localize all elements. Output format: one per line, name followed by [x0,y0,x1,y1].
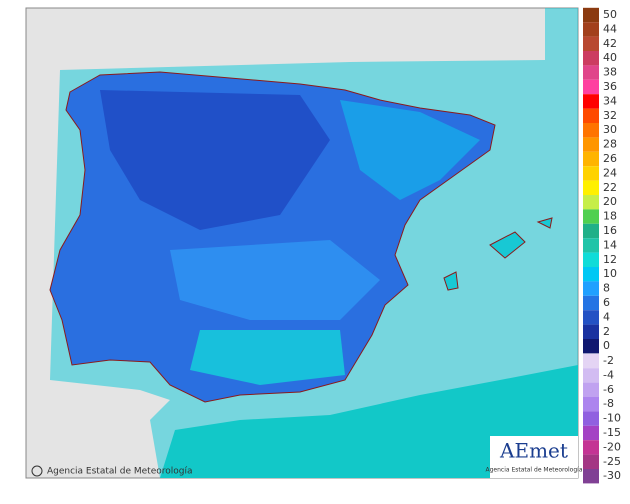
legend-swatch [583,166,599,181]
legend-label: 42 [603,37,617,50]
legend-swatch [583,180,599,195]
legend-swatch [583,238,599,253]
legend-swatch [583,353,599,369]
legend-swatch [583,397,599,412]
legend-label: -15 [603,426,621,439]
legend-label: 8 [603,282,610,295]
legend-swatch [583,382,599,397]
legend-label: 18 [603,210,617,223]
legend-swatch [583,469,599,484]
cold-north [100,90,330,230]
logo-box [490,436,578,478]
legend-swatch [583,195,599,210]
legend-swatch [583,51,599,66]
legend-label: 2 [603,325,610,338]
legend-label: -30 [603,469,621,482]
legend-swatch [583,223,599,239]
legend-label: 4 [603,310,610,323]
legend-label: -4 [603,368,614,381]
legend-swatch [583,252,599,267]
legend-swatch [583,295,599,311]
legend-swatch [583,324,599,339]
ibiza [443,271,459,291]
legend-label: -20 [603,440,621,453]
legend-swatch [583,65,599,80]
legend-label: 22 [603,181,617,194]
logo-name: AEmet [499,439,568,463]
legend-label: -25 [603,455,621,468]
legend-swatch [583,425,599,441]
legend-label: 36 [603,80,617,93]
legend-swatch [583,411,599,426]
legend-swatch [583,79,599,95]
legend-label: -8 [603,397,614,410]
legend-label: 30 [603,123,617,136]
legend-swatch [583,7,599,23]
legend-label: 12 [603,253,617,266]
legend-swatch [583,209,599,224]
legend-swatch [583,339,599,354]
legend-swatch [583,108,599,123]
south-band [190,330,345,385]
legend-label: -2 [603,354,614,367]
legend-swatch [583,137,599,152]
mallorca [489,231,526,259]
legend-label: 40 [603,51,617,64]
legend-swatch [583,22,599,37]
logo-subtitle: Agencia Estatal de Meteorología [486,467,583,474]
legend: 5044424038363432302826242220181614121086… [583,7,621,484]
legend-label: 6 [603,296,610,309]
legend-label: -6 [603,383,614,396]
legend-label: 44 [603,22,617,35]
africa-field [160,365,578,478]
legend-label: 50 [603,8,617,21]
legend-label: 32 [603,109,617,122]
menorca [536,217,553,229]
legend-swatch [583,440,599,455]
legend-label: 20 [603,195,617,208]
legend-label: 24 [603,166,617,179]
footer-credit: Agencia Estatal de Meteorología [47,467,193,477]
legend-label: 10 [603,267,617,280]
legend-swatch [583,94,599,109]
copyright-icon [31,465,43,477]
legend-swatch [583,454,599,469]
legend-swatch [583,281,599,296]
ebro-area [340,100,480,200]
legend-swatch [583,310,599,325]
legend-label: -10 [603,412,621,425]
legend-label: 38 [603,66,617,79]
legend-swatch [583,267,599,282]
warm-center [170,240,380,320]
legend-label: 34 [603,94,617,107]
legend-label: 0 [603,339,610,352]
legend-swatch [583,123,599,138]
legend-swatch [583,368,599,383]
legend-swatch [583,151,599,167]
legend-label: 16 [603,224,617,237]
legend-label: 26 [603,152,617,165]
legend-label: 14 [603,238,617,251]
legend-swatch [583,36,599,51]
legend-label: 28 [603,138,617,151]
